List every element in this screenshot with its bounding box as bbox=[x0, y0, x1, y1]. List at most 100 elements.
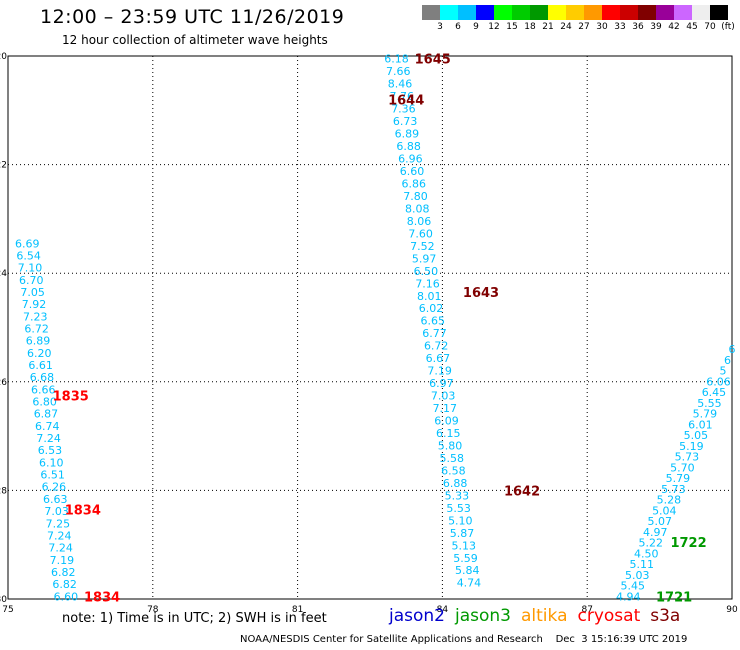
y-tick-label: -22 bbox=[0, 161, 7, 171]
x-tick-label: 75 bbox=[2, 605, 13, 615]
footer-note: note: 1) Time is in UTC; 2) SWH is in fe… bbox=[62, 611, 327, 626]
wave-height-value: 4.97 bbox=[643, 526, 668, 539]
pass-time-label: 1645 bbox=[415, 53, 451, 68]
wave-height-value: 6.06 bbox=[706, 375, 731, 388]
wave-height-value: 7.03 bbox=[44, 505, 69, 518]
wave-height-value: 5.87 bbox=[450, 527, 475, 540]
wave-height-value: 7.17 bbox=[433, 402, 458, 415]
wave-height-value: 6.97 bbox=[429, 377, 454, 390]
wave-height-value: 6.69 bbox=[15, 237, 40, 250]
satellite-cryosat: cryosat bbox=[577, 606, 641, 626]
wave-height-value: 6.89 bbox=[26, 335, 51, 348]
color-scale-label: 42 bbox=[668, 22, 680, 32]
x-tick-label: 78 bbox=[147, 605, 159, 615]
color-scale-label: 30 bbox=[596, 22, 608, 32]
pass-time-label: 1834 bbox=[84, 590, 120, 605]
x-tick-label: 87 bbox=[581, 605, 592, 615]
wave-height-value: 6.77 bbox=[422, 327, 447, 340]
wave-height-value: 5.13 bbox=[452, 539, 477, 552]
color-scale-label: 3 bbox=[437, 22, 443, 32]
color-swatch bbox=[638, 5, 656, 20]
wave-height-value: 6.50 bbox=[414, 265, 439, 278]
y-tick-label: -30 bbox=[0, 595, 7, 605]
wave-height-value: 5.55 bbox=[697, 397, 722, 410]
wave-height-value: 7.24 bbox=[47, 529, 72, 542]
wave-height-value: 4.74 bbox=[457, 577, 482, 590]
y-tick-label: -26 bbox=[0, 378, 7, 388]
color-scale-label: 6 bbox=[455, 22, 461, 32]
wave-height-value: 6.88 bbox=[396, 140, 421, 153]
color-scale-label: 70 bbox=[704, 22, 716, 32]
plot-frame bbox=[7, 55, 733, 600]
wave-height-value: 6.53 bbox=[38, 444, 63, 457]
wave-height-value: 4.94 bbox=[616, 590, 641, 603]
color-swatch bbox=[656, 5, 674, 20]
wave-height-value: 6.96 bbox=[398, 153, 423, 166]
wave-height-value: 6.65 bbox=[420, 315, 445, 328]
wave-height-value: 6.80 bbox=[32, 396, 57, 409]
wave-height-value: 5.07 bbox=[648, 515, 673, 528]
wave-height-value: 6.87 bbox=[34, 408, 59, 421]
color-swatch bbox=[512, 5, 530, 20]
wave-height-value: 6.86 bbox=[402, 177, 427, 190]
wave-height-value: 7.16 bbox=[415, 277, 440, 290]
wave-height-value: 7.52 bbox=[410, 240, 435, 253]
color-scale-label: 15 bbox=[506, 22, 518, 32]
wave-height-value: 8.08 bbox=[405, 202, 430, 215]
chart-title: 12:00 – 23:59 UTC 11/26/2019 bbox=[40, 6, 345, 28]
color-swatch bbox=[530, 5, 548, 20]
color-scale-label: 9 bbox=[473, 22, 479, 32]
wave-height-value: 6.67 bbox=[426, 352, 451, 365]
wave-height-value: 7.36 bbox=[391, 103, 416, 116]
wave-height-value: 6.63 bbox=[43, 493, 68, 506]
wave-height-value: 7.60 bbox=[408, 227, 433, 240]
wave-height-value: 6.82 bbox=[52, 578, 77, 591]
wave-height-value: 7.24 bbox=[36, 432, 61, 445]
wave-height-value: 6.68 bbox=[30, 371, 55, 384]
wave-height-value: 6.60 bbox=[54, 590, 79, 603]
x-tick-label: 84 bbox=[437, 605, 449, 615]
wave-height-value: 5.45 bbox=[620, 580, 645, 593]
color-swatch bbox=[566, 5, 584, 20]
wave-height-value: 5.97 bbox=[412, 252, 437, 265]
wave-height-value: 5.73 bbox=[661, 483, 686, 496]
wave-height-value: 7.05 bbox=[20, 286, 45, 299]
wave-height-value: 5.79 bbox=[666, 472, 691, 485]
pass-time-label: 1642 bbox=[504, 484, 540, 499]
wave-height-value: 5 bbox=[719, 365, 726, 378]
satellite-jason2: jason2 bbox=[389, 606, 445, 626]
wave-height-value: 5.03 bbox=[625, 569, 650, 582]
wave-height-value: 6.72 bbox=[24, 323, 49, 336]
wave-height-value: 5.53 bbox=[446, 502, 471, 515]
color-scale-label: 21 bbox=[542, 22, 554, 32]
wave-height-value: 6.61 bbox=[28, 359, 53, 372]
wave-height-value: 6 bbox=[729, 343, 736, 356]
color-scale-label: 33 bbox=[614, 22, 626, 32]
wave-height-value: 6.82 bbox=[51, 566, 76, 579]
wave-height-value: 7.66 bbox=[386, 65, 411, 78]
color-swatch bbox=[584, 5, 602, 20]
wave-height-value: 5.28 bbox=[657, 494, 682, 507]
color-swatch bbox=[494, 5, 512, 20]
y-tick-label: -28 bbox=[0, 486, 7, 496]
footer-credit: NOAA/NESDIS Center for Satellite Applica… bbox=[240, 634, 688, 645]
pass-time-label: 1643 bbox=[463, 286, 499, 301]
pass-time-label: 1835 bbox=[53, 389, 89, 404]
wave-height-value: 5.05 bbox=[684, 429, 709, 442]
wave-height-value: 5.80 bbox=[438, 439, 463, 452]
wave-height-value: 6.10 bbox=[39, 456, 64, 469]
color-swatch bbox=[692, 5, 710, 20]
wave-height-value: 5.33 bbox=[445, 489, 470, 502]
y-tick-label: -20 bbox=[0, 52, 7, 62]
wave-height-value: 6.02 bbox=[419, 302, 444, 315]
satellite-altika: altika bbox=[521, 606, 568, 626]
wave-height-value: 5.10 bbox=[448, 514, 473, 527]
color-scale-label: 39 bbox=[650, 22, 662, 32]
wave-height-value: 8.01 bbox=[417, 290, 442, 303]
wave-height-value: 6.01 bbox=[688, 418, 713, 431]
pass-time-label: 1721 bbox=[656, 590, 692, 605]
color-swatch bbox=[602, 5, 620, 20]
wave-height-value: 7.19 bbox=[50, 554, 75, 567]
chart-subtitle: 12 hour collection of altimeter wave hei… bbox=[62, 33, 328, 47]
wave-height-value: 7.23 bbox=[23, 310, 48, 323]
